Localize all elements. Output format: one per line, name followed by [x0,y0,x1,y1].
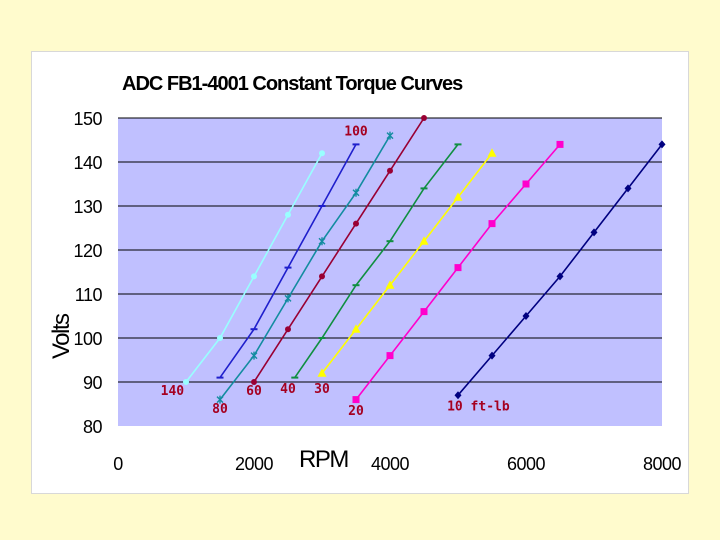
data-point [454,264,462,272]
curve-label: 80 [212,402,228,417]
curve-label: 60 [246,384,262,399]
y-tick-label: 80 [83,417,103,437]
y-tick-label: 120 [73,241,102,261]
data-point [183,379,189,385]
chart-frame: ADC FB1-4001 Constant Torque Curves RPM … [31,51,689,494]
curve-label: 140 [161,384,185,399]
x-tick-label: 0 [113,454,123,474]
series-4 [251,115,427,385]
data-point [454,391,462,400]
data-point [217,335,223,341]
series-6 [317,148,497,377]
data-point [421,115,427,121]
series [183,115,666,404]
data-point [387,167,393,174]
x-axis-title: RPM [299,446,348,473]
data-point [386,131,394,140]
y-tick-label: 100 [73,329,102,349]
series-line [219,135,391,401]
data-point [216,395,224,404]
series-3 [216,131,394,404]
curve-label: 40 [280,382,296,397]
y-tick-label: 140 [73,153,102,173]
series-8 [454,140,666,400]
data-point [385,280,395,289]
data-point [488,220,496,228]
series-line [294,143,459,379]
plot-area [118,118,662,426]
data-point [285,326,291,333]
data-point [522,312,530,320]
data-point [522,180,530,188]
grid [118,117,662,383]
x-tick-label: 2000 [235,454,274,474]
x-tick-label: 4000 [371,454,410,474]
data-point [624,184,632,193]
data-point [556,140,564,148]
y-tick-label: 110 [75,285,103,305]
curve-labels: 100 140 80 60 40 30 20 10 ft-lb [161,125,510,419]
data-point [251,273,257,280]
y-tick-labels: 80 90 100 110 120 130 140 150 [73,109,103,437]
data-point [487,148,497,157]
curve-label: 30 [314,382,330,397]
series-2 [216,143,360,379]
data-point [317,368,327,377]
curve-label: 20 [348,404,364,419]
chart: ADC FB1-4001 Constant Torque Curves RPM … [48,73,682,474]
series-line [253,117,425,383]
data-point [284,294,292,303]
y-tick-label: 90 [83,373,103,393]
data-point [658,140,666,149]
x-tick-label: 6000 [507,454,546,474]
series-5 [291,143,462,379]
data-point [318,237,326,246]
chart-title: ADC FB1-4001 Constant Torque Curves [122,73,463,95]
data-point [556,272,564,281]
data-point [488,351,496,360]
data-point [251,379,257,385]
series-line [321,152,493,374]
data-point [351,324,361,333]
data-point [319,150,325,157]
data-point [386,352,394,360]
curve-label: 100 [344,125,368,140]
data-point [453,192,463,201]
series-7 [352,140,564,404]
series-1 [183,150,325,385]
curve-label: 10 ft-lb [447,400,510,415]
data-point [353,220,359,227]
data-point [250,351,258,360]
data-point [352,396,360,404]
y-tick-label: 130 [73,197,102,217]
data-point [420,308,428,316]
y-tick-label: 150 [73,109,102,129]
data-point [419,236,429,245]
x-tick-label: 8000 [643,454,682,474]
data-point [319,273,325,280]
x-tick-labels: 0 2000 4000 6000 8000 [113,454,682,474]
data-point [352,188,360,197]
data-point [285,211,291,218]
y-axis-title: Volts [48,313,75,359]
data-point [590,228,598,237]
